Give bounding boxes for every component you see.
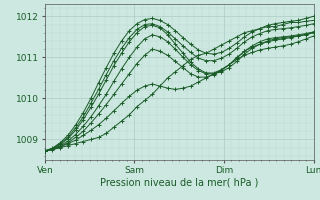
X-axis label: Pression niveau de la mer( hPa ): Pression niveau de la mer( hPa ) <box>100 177 258 187</box>
